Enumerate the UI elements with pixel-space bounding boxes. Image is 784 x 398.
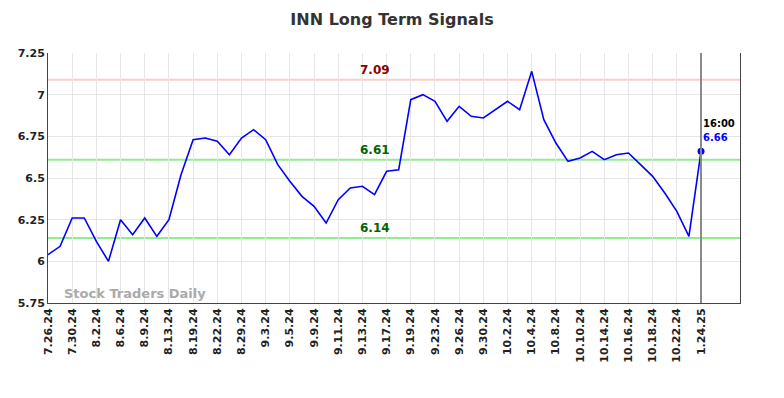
svg-text:1.24.25: 1.24.25 xyxy=(695,308,708,355)
svg-text:6.61: 6.61 xyxy=(360,143,390,157)
svg-text:6.66: 6.66 xyxy=(703,132,728,143)
svg-text:9.13.24: 9.13.24 xyxy=(356,308,369,355)
svg-text:9.11.24: 9.11.24 xyxy=(332,308,345,355)
svg-text:10.10.24: 10.10.24 xyxy=(574,308,587,363)
svg-text:9.23.24: 9.23.24 xyxy=(429,308,442,355)
svg-text:10.4.24: 10.4.24 xyxy=(525,308,538,355)
svg-text:9.9.24: 9.9.24 xyxy=(308,308,321,347)
svg-text:9.3.24: 9.3.24 xyxy=(259,308,272,347)
svg-text:8.13.24: 8.13.24 xyxy=(163,308,176,355)
svg-text:5.75: 5.75 xyxy=(18,297,45,310)
svg-text:6.14: 6.14 xyxy=(360,221,390,235)
svg-text:9.30.24: 9.30.24 xyxy=(477,308,490,355)
svg-text:8.19.24: 8.19.24 xyxy=(187,308,200,355)
svg-text:7.25: 7.25 xyxy=(18,47,45,60)
svg-text:8.9.24: 8.9.24 xyxy=(138,308,151,347)
svg-text:8.2.24: 8.2.24 xyxy=(90,308,103,347)
svg-text:9.19.24: 9.19.24 xyxy=(404,308,417,355)
svg-text:8.22.24: 8.22.24 xyxy=(211,308,224,355)
svg-text:8.29.24: 8.29.24 xyxy=(235,308,248,355)
svg-text:INN Long Term Signals: INN Long Term Signals xyxy=(290,10,493,29)
svg-text:10.18.24: 10.18.24 xyxy=(646,308,659,363)
svg-text:7.30.24: 7.30.24 xyxy=(66,308,79,355)
svg-text:6.5: 6.5 xyxy=(25,172,45,185)
svg-text:9.5.24: 9.5.24 xyxy=(283,308,296,347)
svg-text:10.16.24: 10.16.24 xyxy=(622,308,635,363)
svg-text:10.8.24: 10.8.24 xyxy=(549,308,562,355)
svg-text:9.17.24: 9.17.24 xyxy=(380,308,393,355)
svg-text:9.26.24: 9.26.24 xyxy=(453,308,466,355)
svg-text:16:00: 16:00 xyxy=(703,118,735,129)
svg-text:7.09: 7.09 xyxy=(360,63,390,77)
svg-text:7: 7 xyxy=(37,89,45,102)
svg-text:8.6.24: 8.6.24 xyxy=(114,308,127,347)
svg-text:6: 6 xyxy=(37,255,45,268)
svg-text:10.2.24: 10.2.24 xyxy=(501,308,514,355)
svg-text:10.14.24: 10.14.24 xyxy=(598,308,611,363)
svg-text:6.25: 6.25 xyxy=(18,214,45,227)
svg-text:7.26.24: 7.26.24 xyxy=(42,308,55,355)
svg-text:6.75: 6.75 xyxy=(18,130,45,143)
svg-text:10.22.24: 10.22.24 xyxy=(670,308,683,363)
svg-text:Stock Traders Daily: Stock Traders Daily xyxy=(64,286,206,301)
